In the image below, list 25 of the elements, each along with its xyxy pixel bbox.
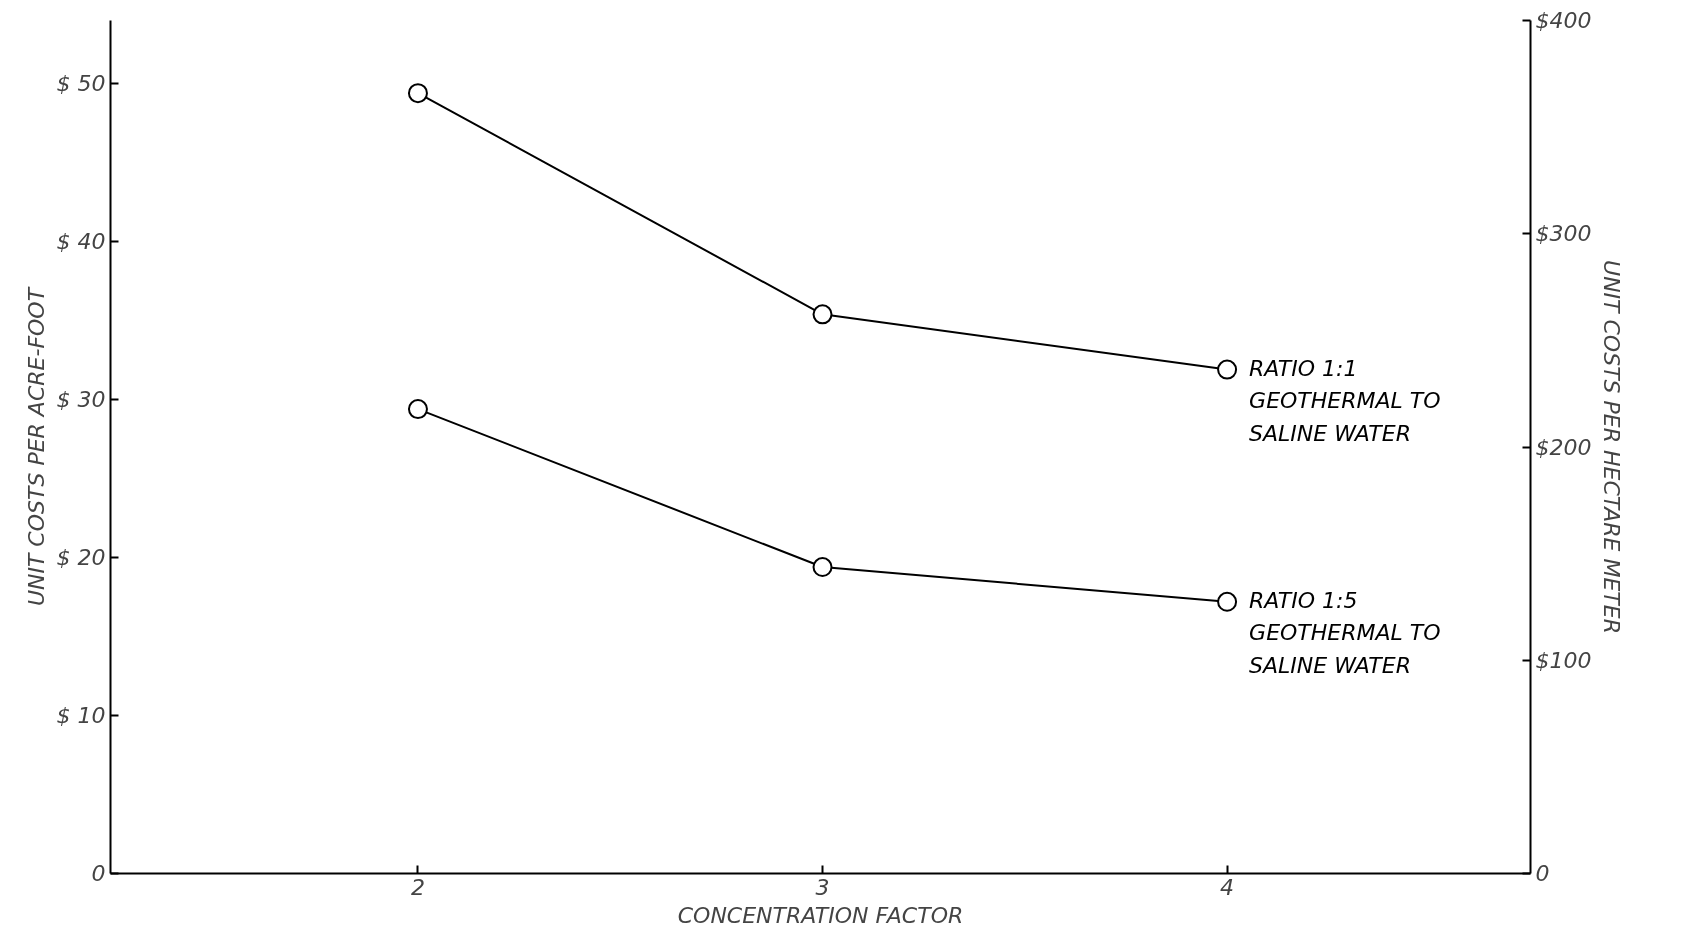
x-axis-title: CONCENTRATION FACTOR [677, 902, 964, 928]
y2-tick-label: $400 [1535, 8, 1592, 33]
x-tick-label: 2 [410, 874, 425, 900]
y-axis-title: UNIT COSTS PER ACRE-FOOT [23, 286, 49, 607]
point [407, 83, 428, 104]
y2-tick-label: $100 [1535, 647, 1592, 673]
point [407, 399, 428, 420]
y2-tick-label: 0 [1535, 861, 1550, 886]
x-tick-label: 3 [815, 874, 830, 900]
y2-tick-label: $200 [1535, 434, 1592, 460]
y-tick-label: $ 10 [56, 703, 106, 729]
series-label: RATIO 1:1 GEOTHERMAL TO SALINE WATER [1249, 355, 1441, 446]
point [812, 304, 833, 325]
point [812, 557, 833, 578]
y-tick-label: $ 30 [56, 387, 106, 413]
y-tick-label: $ 40 [56, 229, 106, 255]
point [1217, 591, 1238, 612]
y2-tick-label: $300 [1535, 221, 1592, 247]
x-tick-label: 4 [1220, 874, 1235, 900]
y-tick-label: $ 50 [56, 71, 106, 97]
series-label: RATIO 1:5 GEOTHERMAL TO SALINE WATER [1249, 587, 1441, 678]
y-tick-label: 0 [91, 861, 106, 886]
point [1217, 359, 1238, 380]
y-tick-label: $ 20 [56, 545, 106, 571]
y2-axis-title: UNIT COSTS PER HECTARE METER [1599, 260, 1625, 634]
